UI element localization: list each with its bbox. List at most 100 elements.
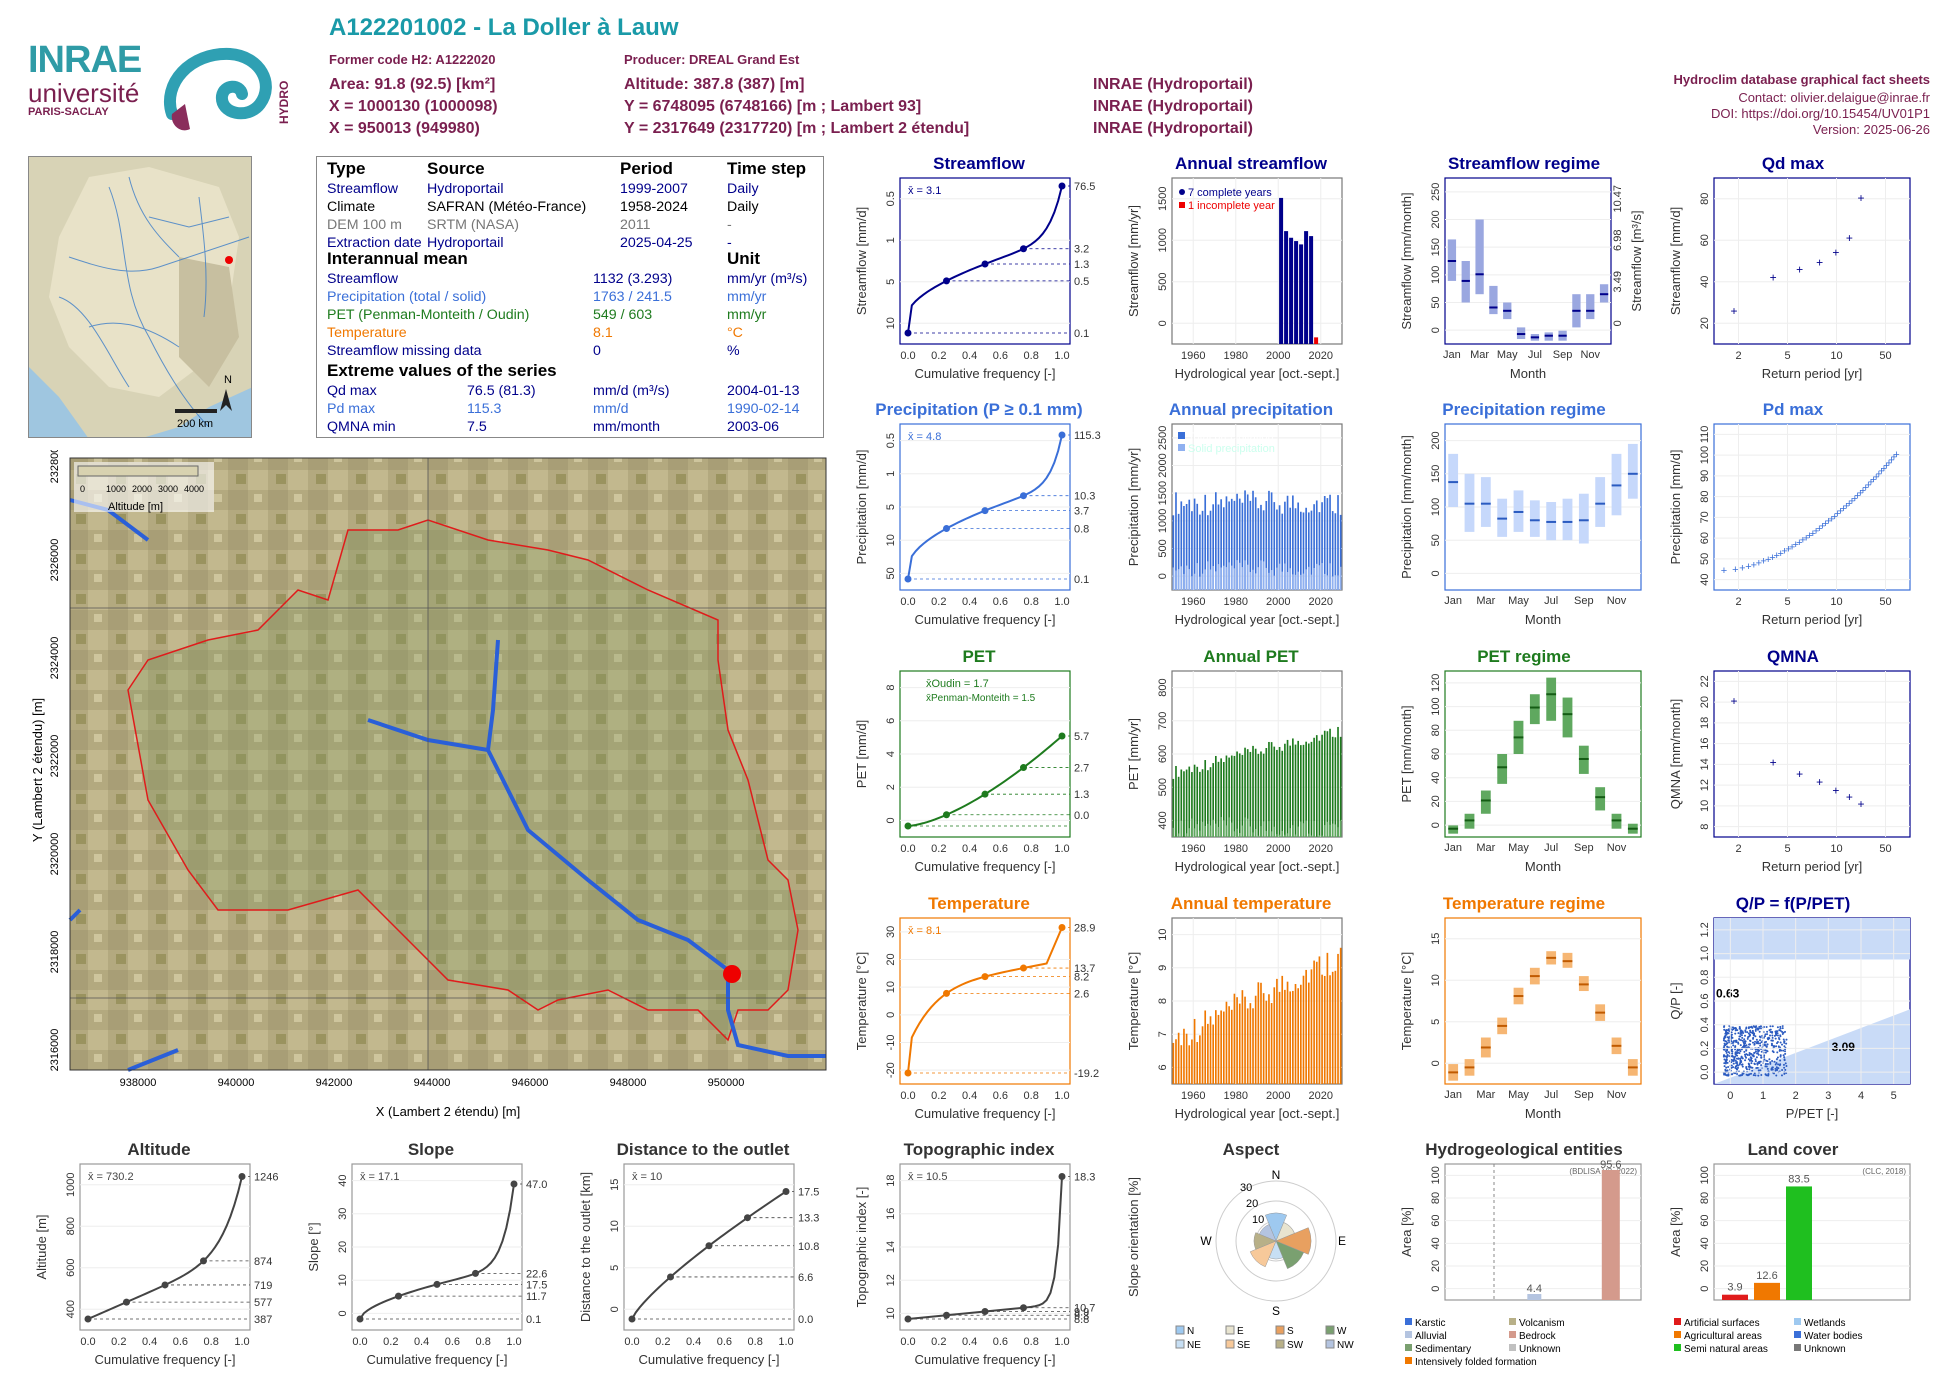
bar-segment: [1294, 834, 1297, 837]
compass-label: S: [1272, 1304, 1280, 1318]
info-period: 2011: [620, 217, 651, 233]
regime-box: [1489, 285, 1498, 315]
bar: [1289, 745, 1292, 837]
map-x-tick: 948000: [610, 1077, 647, 1089]
bar-segment: [1307, 833, 1310, 837]
info-step: -: [727, 217, 732, 233]
bar: [1270, 492, 1273, 590]
bar-segment: [1262, 561, 1265, 590]
bar-segment: [1207, 561, 1209, 590]
bar: [1196, 766, 1199, 837]
bar: [1337, 495, 1339, 590]
mean-label: x̄ = 730.2: [88, 1171, 134, 1183]
bar-segment: [1222, 565, 1225, 590]
doi-link[interactable]: DOI: https://doi.org/10.15454/UV01P1: [1711, 106, 1930, 121]
x-axis-label: Hydrological year [oct.-sept.]: [1175, 1106, 1340, 1121]
bar: [1175, 765, 1177, 837]
y-tick: 30: [337, 1208, 349, 1220]
bar-segment: [1241, 825, 1244, 837]
bar: [1334, 737, 1337, 837]
bar-segment: [1252, 832, 1254, 837]
x-tick: 1960: [1181, 350, 1205, 362]
x-tick: 0.0: [900, 350, 915, 362]
plot-area: [899, 917, 1071, 1085]
extreme-unit: mm/d: [593, 401, 629, 417]
y-axis-label: Slope [°]: [306, 1222, 321, 1271]
temperature-regime-chart: Temperature regime Temperature [°C] Month 0…: [1393, 892, 1655, 1124]
bar: [1310, 510, 1313, 590]
month-tick: May: [1508, 595, 1529, 607]
x-axis-label: Hydrological year [oct.-sept.]: [1175, 859, 1340, 874]
y-tick: 30: [885, 926, 897, 938]
y-tick: 80: [1699, 193, 1711, 205]
y-tick: 80: [1430, 1192, 1442, 1204]
return-point: +: [1893, 449, 1899, 461]
bar: [1188, 499, 1191, 590]
chart-title: Streamflow: [933, 154, 1025, 173]
bar-segment: [1238, 833, 1241, 837]
bar-segment: [1228, 817, 1230, 837]
chart-title: Annual temperature: [1171, 894, 1332, 913]
x-tick: 0.6: [993, 843, 1008, 855]
bar: [1527, 1294, 1542, 1300]
former-code: Former code H2: A1222020: [329, 52, 496, 67]
bar: [1254, 995, 1257, 1084]
bar: [1204, 760, 1207, 837]
bar: [1233, 993, 1236, 1084]
bar: [1175, 1039, 1177, 1084]
x-axis-label: Month: [1525, 612, 1561, 627]
bar-segment: [1177, 833, 1180, 837]
y-tick: 4: [885, 751, 897, 757]
y-tick: 10: [885, 1307, 897, 1319]
return-point: +: [1834, 508, 1840, 520]
bar: [1313, 504, 1315, 590]
return-point: +: [1769, 552, 1775, 564]
month-tick: Jul: [1544, 1089, 1558, 1101]
bar: [1310, 969, 1313, 1084]
y-tick: 80: [1430, 724, 1442, 736]
bar-segment: [1220, 817, 1222, 837]
bar: [1249, 1003, 1252, 1084]
quantile-value: 18.3: [1074, 1172, 1095, 1184]
x-tick: 0.8: [476, 1336, 491, 1348]
hydrogeo-legend: Alluvial: [1415, 1331, 1447, 1342]
y-tick: 150: [1430, 465, 1442, 483]
area: Area: 91.8 (92.5) [km²]: [329, 76, 496, 93]
x-tick: 0.6: [717, 1336, 732, 1348]
bar: [1292, 495, 1294, 590]
bar: [1260, 504, 1262, 590]
qp-label-y: 0.63: [1716, 987, 1740, 1001]
chart-title: PET regime: [1477, 647, 1571, 666]
bar: [1172, 778, 1175, 837]
bar-segment: [1246, 564, 1249, 590]
chart-title: Qd max: [1762, 154, 1825, 173]
bar: [1331, 736, 1334, 837]
precipitation-chart: Precipitation (P ≥ 0.1 mm) Precipitation …: [848, 398, 1110, 630]
y-tick: 110: [1699, 426, 1711, 444]
ring-label: 10: [1252, 1214, 1264, 1226]
bar: [1297, 740, 1299, 837]
bar: [1276, 978, 1278, 1084]
chart-title: Precipitation regime: [1442, 400, 1605, 419]
y-tick: 6: [1157, 1064, 1169, 1070]
y-axis-label: Distance to the outlet [km]: [578, 1172, 593, 1322]
page-title: A122201002 - La Doller à Lauw: [329, 14, 679, 41]
month-tick: Mar: [1476, 595, 1495, 607]
bar-segment: [1175, 570, 1177, 590]
streamflow-chart: Streamflow Streamflow [mm/d] Cumulative fr…: [848, 152, 1110, 384]
return-point: +: [1832, 246, 1839, 260]
y-tick: 0: [885, 817, 897, 823]
bar: [1222, 761, 1225, 837]
compass-label: N: [1272, 1168, 1281, 1182]
x-axis-label: Cumulative frequency [-]: [915, 1352, 1056, 1367]
x-tick: 1.0: [1054, 1090, 1069, 1102]
bar: [1297, 988, 1299, 1084]
bar-segment: [1236, 560, 1238, 590]
legend-solid: Solid precipitation: [1188, 443, 1275, 455]
bar-segment: [1292, 574, 1294, 590]
y-axis-label: QMNA [mm/month]: [1668, 699, 1683, 810]
x-tick: 1960: [1181, 1090, 1205, 1102]
extreme-value: 7.5: [467, 419, 487, 435]
y-tick: 60: [1699, 1215, 1711, 1227]
y-tick: 10: [337, 1274, 349, 1286]
